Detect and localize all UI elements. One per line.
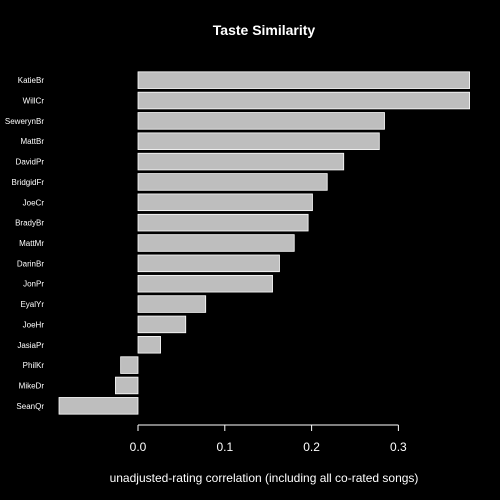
bar-SeanQr [58,397,139,415]
y-tick-label: DarinBr [17,259,44,268]
bar-BridgidFr [137,173,328,191]
bar-DarinBr [137,254,280,273]
y-tick-labels: KatieBr WillCr SewerynBr MattBr DavidPr Bridg… [5,76,44,411]
y-tick-label: JasiaPr [17,341,44,350]
bar-MikeDr [115,376,139,395]
chart-title: Taste Similarity [213,22,316,38]
x-tick-label: 0.2 [303,440,320,454]
bar-BradyBr [137,213,309,232]
y-tick-label: BradyBr [15,219,44,228]
bar-JoeCr [137,193,313,212]
y-tick-label: WillCr [23,97,45,106]
y-tick-label: DavidPr [16,158,45,167]
y-tick-label: JoeHr [23,320,45,329]
y-tick-label: PhilKr [23,361,45,370]
bar-JoeHr [137,315,187,334]
y-tick-label: MattMr [19,239,44,248]
bar-EyalYr [137,295,207,313]
bar-JasiaPr [137,336,161,354]
y-tick-label: SewerynBr [5,117,44,126]
y-tick-label: JoeCr [23,198,45,207]
bar-MattMr [137,234,295,252]
y-tick-label: SeanQr [16,402,44,411]
y-tick-label: BridgidFr [12,178,45,187]
bar-MattBr [137,132,380,150]
bar-JonPr [137,274,273,293]
bar-KatieBr [137,71,470,89]
bar-PhilKr [120,356,139,374]
bar-SewerynBr [137,112,385,130]
y-tick-label: JonPr [23,280,44,289]
bars-group [58,71,470,415]
bar-WillCr [137,91,470,110]
x-tick-label: 0.0 [130,440,147,454]
y-tick-label: MattBr [20,137,44,146]
x-axis: 0.0 0.1 0.2 0.3 [130,424,407,454]
x-axis-label: unadjusted-rating correlation (including… [110,471,419,485]
y-tick-label: EyalYr [20,300,44,309]
bar-DavidPr [137,152,345,171]
x-tick-label: 0.1 [216,440,233,454]
y-tick-label: MikeDr [19,381,45,390]
y-tick-label: KatieBr [18,76,45,85]
x-tick-label: 0.3 [390,440,407,454]
